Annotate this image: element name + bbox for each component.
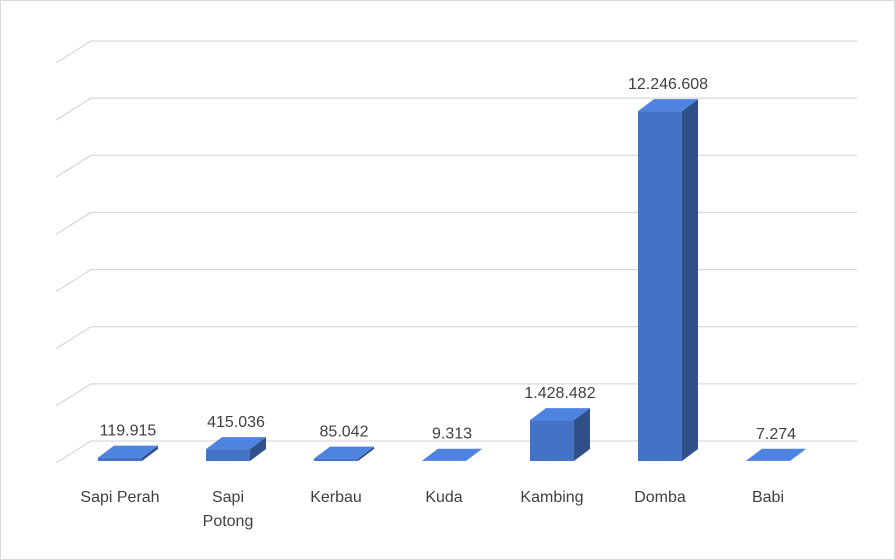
bar-side [466,448,482,461]
x-tick-label: Domba [634,489,686,506]
value-label: 85.042 [320,424,369,441]
bar [530,408,590,461]
grid-line [55,154,857,178]
value-label: 9.313 [432,426,472,443]
x-tick-label: Kambing [520,489,584,506]
x-tick-label: Sapi Potong [202,489,254,530]
x-tick-label: Kerbau [310,489,362,506]
grid-line [55,97,857,121]
bar [98,445,158,461]
bar-front [206,449,250,461]
bar-front [98,457,142,461]
grid-line [55,440,857,464]
value-label: 415.036 [207,414,265,431]
bar-side [682,99,698,461]
x-tick-label: Kuda [425,489,463,506]
bar-front [638,111,682,461]
bar-top [422,448,482,461]
bar [422,448,482,461]
bar-top [530,408,590,421]
bar-side [142,445,158,461]
value-label: 119.915 [100,423,157,440]
grid-line [55,269,857,292]
value-label: 1.428.482 [524,385,595,402]
value-label: 7.274 [756,426,796,443]
bar-side [574,408,590,461]
bar-top [98,445,158,458]
bar-side [250,437,266,461]
value-label: 12.246.608 [628,76,708,93]
bar-top [314,446,374,459]
bar-top [206,437,266,450]
bar [746,448,806,461]
x-tick-label: Babi [751,489,785,506]
grid-line [55,383,857,407]
bar [206,437,266,461]
bar-side [358,446,374,461]
grid-line [55,326,857,350]
bar [638,99,698,461]
bar-top [746,448,806,461]
bar-front [314,458,358,461]
x-tick-label: Sapi Perah [80,489,160,506]
bar-front [530,420,574,461]
bar [314,446,374,461]
bar-top [638,99,698,112]
grid-line [55,40,857,64]
bar-side [790,448,806,461]
grid-line [55,211,857,235]
